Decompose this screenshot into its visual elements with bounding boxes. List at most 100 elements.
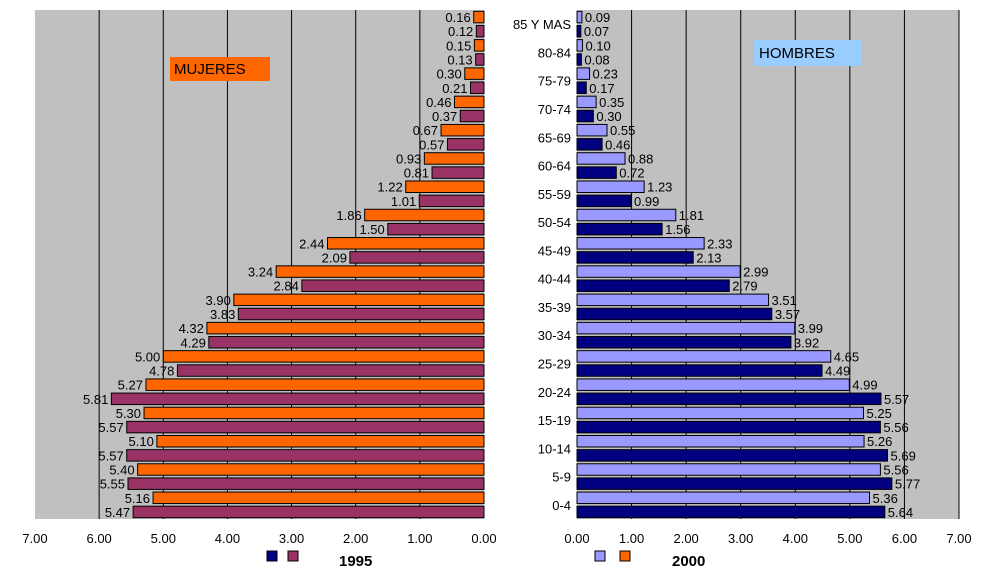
right-value-label: 5.69 <box>891 448 916 463</box>
right-x-tick-label: 4.00 <box>783 531 808 546</box>
right-bar <box>576 123 608 137</box>
right-value-label: 0.08 <box>584 52 609 67</box>
left-bar <box>459 109 485 123</box>
right-bar <box>576 67 591 80</box>
left-value-label: 2.09 <box>322 250 347 265</box>
left-value-label: 1.50 <box>359 222 384 237</box>
left-value-label: 0.93 <box>396 151 421 166</box>
left-bar <box>405 180 485 193</box>
left-value-label: 5.81 <box>83 392 108 407</box>
legend-label-1995: 1995 <box>339 553 372 570</box>
left-value-label: 3.24 <box>248 265 273 280</box>
age-group-label: 5-9 <box>552 470 571 485</box>
left-bar <box>127 477 485 490</box>
left-value-label: 0.57 <box>419 137 444 152</box>
left-value-label: 4.29 <box>181 335 206 350</box>
right-bar <box>576 420 881 434</box>
left-bar <box>475 53 485 66</box>
hombres-label: HOMBRES <box>759 45 835 62</box>
left-bar <box>110 392 485 406</box>
left-x-tick-labels: 7.00 6.00 5.00 4.00 3.00 2.00 1.00 0.00 <box>22 531 496 546</box>
right-bar <box>576 222 663 236</box>
left-x-tick-label: 1.00 <box>407 531 432 546</box>
age-group-label: 45-49 <box>538 243 571 258</box>
left-bar <box>326 237 485 250</box>
left-bar <box>152 491 485 505</box>
right-value-label: 1.56 <box>665 222 690 237</box>
left-value-label: 4.32 <box>179 321 204 336</box>
left-x-tick-label: 4.00 <box>215 531 240 546</box>
left-value-labels: 0.160.120.150.130.300.210.460.370.670.57… <box>83 10 473 520</box>
left-bar <box>126 449 485 462</box>
left-x-tick-label: 6.00 <box>86 531 111 546</box>
right-plot-area <box>577 10 959 519</box>
right-value-label: 1.81 <box>679 208 704 223</box>
age-group-label: 15-19 <box>538 413 571 428</box>
right-x-tick-label: 7.00 <box>946 531 971 546</box>
right-x-tick-label: 0.00 <box>564 531 589 546</box>
left-bar <box>364 208 485 222</box>
left-value-label: 5.57 <box>98 448 123 463</box>
right-value-label: 5.57 <box>884 392 909 407</box>
left-x-tick-label: 0.00 <box>471 531 496 546</box>
left-value-label: 0.21 <box>442 81 467 96</box>
left-value-label: 2.44 <box>299 236 324 251</box>
left-bar <box>473 39 485 52</box>
left-value-label: 5.55 <box>100 477 125 492</box>
age-group-label: 40-44 <box>538 272 571 287</box>
left-bar <box>475 24 485 38</box>
age-group-labels: 85 Y MAS 80-84 75-79 70-74 65-69 60-64 55-59 50… <box>513 17 571 513</box>
right-bar <box>576 109 594 123</box>
right-value-label: 2.99 <box>743 265 768 280</box>
mujeres-label: MUJERES <box>174 61 246 78</box>
right-x-tick-label: 6.00 <box>892 531 917 546</box>
left-x-tick-label: 7.00 <box>22 531 47 546</box>
left-bar <box>275 265 485 278</box>
left-value-label: 0.67 <box>413 123 438 138</box>
right-bar <box>576 463 881 476</box>
right-value-label: 5.56 <box>883 420 908 435</box>
right-value-label: 5.25 <box>867 406 892 421</box>
right-x-tick-label: 3.00 <box>728 531 753 546</box>
right-bar <box>576 505 886 519</box>
right-bar <box>576 406 864 420</box>
age-group-label: 75-79 <box>538 74 571 89</box>
age-group-label: 80-84 <box>538 45 571 60</box>
legend-swatch-1995-a <box>266 550 278 562</box>
left-value-label: 5.57 <box>98 420 123 435</box>
left-gridlines <box>98 10 421 519</box>
right-value-label: 4.65 <box>834 349 859 364</box>
right-bar <box>576 237 705 250</box>
left-bars <box>110 10 485 519</box>
legend-swatch-2000-b <box>619 550 631 562</box>
right-bars <box>576 10 893 519</box>
age-group-label: 70-74 <box>538 102 571 117</box>
left-value-label: 3.83 <box>210 307 235 322</box>
right-bar <box>576 24 582 38</box>
left-value-label: 5.16 <box>125 491 150 506</box>
right-value-label: 0.99 <box>634 194 659 209</box>
left-bar <box>418 194 485 208</box>
right-value-label: 3.51 <box>772 293 797 308</box>
left-bar <box>237 307 485 321</box>
left-value-label: 0.12 <box>448 24 473 39</box>
left-bar <box>145 378 485 391</box>
age-group-label: 50-54 <box>538 215 571 230</box>
left-bar <box>233 293 485 307</box>
right-value-label: 0.35 <box>599 95 624 110</box>
right-value-label: 3.99 <box>798 321 823 336</box>
right-bar <box>576 53 582 66</box>
right-bar <box>576 152 626 165</box>
right-bar <box>576 364 823 377</box>
left-value-label: 3.90 <box>206 293 231 308</box>
age-group-label: 30-34 <box>538 328 571 343</box>
left-x-tick-label: 2.00 <box>343 531 368 546</box>
right-bar <box>576 336 792 349</box>
left-value-label: 0.13 <box>447 52 472 67</box>
right-bar <box>576 293 770 307</box>
right-value-label: 5.77 <box>895 477 920 492</box>
right-bar <box>576 251 694 264</box>
left-value-label: 0.81 <box>404 166 429 181</box>
right-value-label: 0.10 <box>585 38 610 53</box>
legend-label-2000: 2000 <box>672 553 705 570</box>
